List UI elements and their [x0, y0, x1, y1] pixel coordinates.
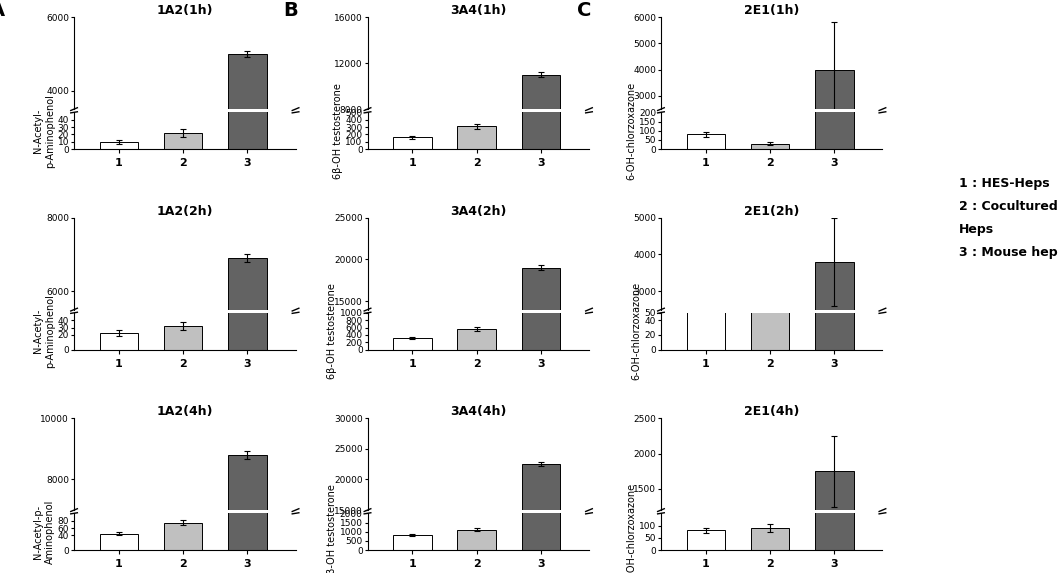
Title: 2E1(4h): 2E1(4h): [744, 405, 800, 418]
Bar: [815, 262, 854, 402]
Bar: [687, 172, 725, 175]
Title: 1A2(1h): 1A2(1h): [157, 4, 213, 17]
Bar: [394, 535, 432, 550]
Bar: [751, 240, 789, 350]
Bar: [815, 70, 854, 175]
Y-axis label: 6β-OH testosterone: 6β-OH testosterone: [327, 283, 336, 379]
Y-axis label: 6β-OH testosterone: 6β-OH testosterone: [327, 484, 336, 573]
Bar: [457, 329, 496, 350]
Title: 2E1(2h): 2E1(2h): [744, 205, 800, 218]
Bar: [815, 121, 854, 550]
Bar: [687, 531, 725, 550]
Bar: [164, 237, 202, 238]
Bar: [751, 144, 789, 149]
Bar: [99, 533, 139, 550]
Text: B: B: [284, 1, 298, 19]
Y-axis label: 6-OH-chlorzoxazone: 6-OH-chlorzoxazone: [632, 282, 642, 380]
Bar: [229, 455, 267, 573]
Title: 3A4(1h): 3A4(1h): [450, 4, 507, 17]
Text: A: A: [0, 1, 5, 19]
Text: C: C: [577, 1, 591, 19]
Bar: [164, 523, 202, 550]
Bar: [522, 464, 560, 573]
Bar: [751, 396, 789, 402]
Bar: [522, 0, 560, 350]
Bar: [687, 135, 725, 149]
Bar: [394, 424, 432, 426]
Text: 1 : HES-Heps
2 : Cocultured HES-
Heps
3 : Mouse heps: 1 : HES-Heps 2 : Cocultured HES- Heps 3 …: [959, 177, 1058, 259]
Bar: [457, 126, 496, 149]
Bar: [815, 471, 854, 573]
Bar: [522, 268, 560, 426]
Bar: [522, 74, 560, 201]
Y-axis label: N-Acetyl-
p-Aminophenol: N-Acetyl- p-Aminophenol: [33, 295, 55, 368]
Bar: [522, 0, 560, 149]
Bar: [457, 198, 496, 201]
Bar: [99, 333, 139, 350]
Title: 3A4(2h): 3A4(2h): [450, 205, 507, 218]
Bar: [229, 0, 267, 149]
Bar: [687, 217, 725, 350]
Bar: [522, 136, 560, 550]
Title: 2E1(1h): 2E1(1h): [744, 4, 800, 17]
Y-axis label: 6β-OH testosterone: 6β-OH testosterone: [332, 83, 343, 179]
Bar: [751, 528, 789, 550]
Bar: [457, 530, 496, 550]
Bar: [99, 142, 139, 149]
Bar: [229, 258, 267, 512]
Bar: [164, 133, 202, 149]
Bar: [394, 338, 432, 350]
Bar: [394, 199, 432, 201]
Title: 1A2(4h): 1A2(4h): [157, 405, 213, 418]
Bar: [164, 326, 202, 350]
Bar: [229, 0, 267, 350]
Bar: [99, 511, 139, 512]
Bar: [229, 54, 267, 238]
Bar: [457, 422, 496, 426]
Bar: [687, 395, 725, 402]
Bar: [229, 0, 267, 550]
Bar: [815, 0, 854, 149]
Y-axis label: 6-OH-chlorzoxazone: 6-OH-chlorzoxazone: [626, 81, 636, 180]
Y-axis label: 6-OH-chlorzoxazone: 6-OH-chlorzoxazone: [626, 482, 636, 573]
Bar: [751, 174, 789, 175]
Bar: [815, 0, 854, 350]
Bar: [164, 511, 202, 512]
Bar: [394, 138, 432, 149]
Title: 3A4(4h): 3A4(4h): [450, 405, 507, 418]
Y-axis label: N-Acetyl-
p-Aminophenol: N-Acetyl- p-Aminophenol: [33, 94, 55, 168]
Y-axis label: N-Acetyl-p-
Aminophenol: N-Acetyl-p- Aminophenol: [33, 500, 55, 564]
Title: 1A2(2h): 1A2(2h): [157, 205, 213, 218]
